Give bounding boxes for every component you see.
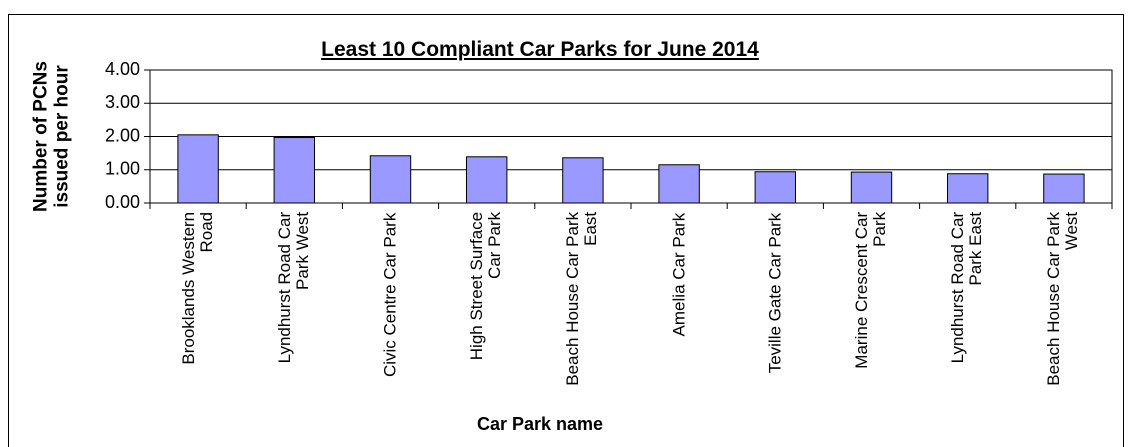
- chart-border: [8, 14, 1124, 447]
- y-tick-label: 0.00: [105, 192, 140, 212]
- y-axis-title: Number of PCNs issued per hour: [30, 61, 72, 212]
- bar: [273, 136, 316, 204]
- y-tick-label: 4.00: [105, 59, 140, 79]
- x-tick-label: Lyndhurst Road Car Park East: [948, 211, 986, 364]
- chart-title: Least 10 Compliant Car Parks for June 20…: [321, 38, 759, 61]
- x-tick-label: Amelia Car Park: [668, 212, 688, 336]
- x-tick-label: Brooklands Western Road: [178, 211, 217, 365]
- y-tick-label: 1.00: [105, 159, 140, 179]
- x-axis-title: Car Park name: [476, 414, 604, 434]
- bar: [562, 157, 604, 204]
- bar: [465, 156, 508, 204]
- y-tick-label: 2.00: [105, 125, 140, 145]
- x-tick-label: Lyndhurst Road Car Park West: [274, 211, 313, 364]
- bar: [177, 134, 219, 204]
- y-tick-label: 3.00: [105, 92, 140, 112]
- x-tick-label: Marine Crescent Car Park: [852, 211, 890, 369]
- bar: [946, 173, 989, 204]
- bar: [850, 171, 893, 204]
- x-tick-label: Teville Gate Car Park: [765, 212, 785, 373]
- bar: [754, 171, 797, 204]
- bar: [369, 155, 412, 204]
- x-tick-label: Civic Centre Car Park: [380, 212, 400, 377]
- x-tick-label: High Street Surface Car Park: [467, 211, 505, 361]
- bar: [658, 164, 700, 204]
- bar: [1043, 173, 1085, 204]
- x-tick-label: Beach House Car Park East: [563, 211, 601, 386]
- x-tick-label: Beach House Car Park West: [1044, 211, 1082, 386]
